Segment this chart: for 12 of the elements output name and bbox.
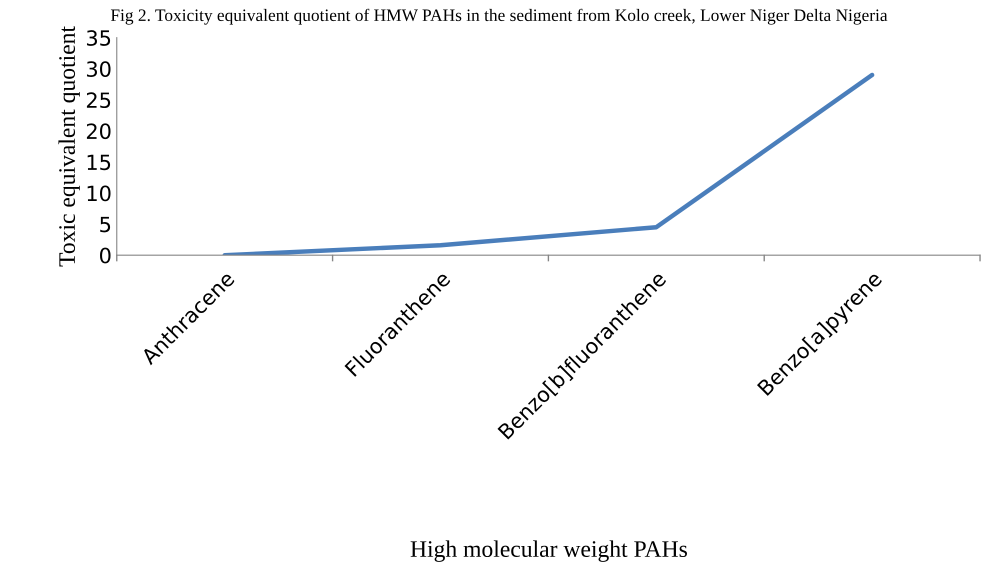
chart-title: Fig 2. Toxicity equivalent quotient of HMW PAHs in the sediment from Kolo creek, Lower Niger Delta Nigeria (110, 8, 888, 25)
y-tick-label: 10 (88, 186, 111, 202)
y-tick-label: 35 (86, 30, 110, 46)
y-tick-label: 0 (100, 248, 111, 264)
y-tick-label: 30 (86, 61, 111, 77)
y-tick-label: 15 (88, 154, 110, 170)
y-tick-label: 25 (86, 92, 110, 108)
y-axis-title: Toxic equivalent quotient (58, 26, 80, 266)
y-tick-label: 5 (100, 216, 110, 232)
line-series (222, 72, 874, 256)
y-tick-label: 20 (86, 123, 111, 140)
x-axis-title: High molecular weight PAHs (410, 540, 687, 562)
